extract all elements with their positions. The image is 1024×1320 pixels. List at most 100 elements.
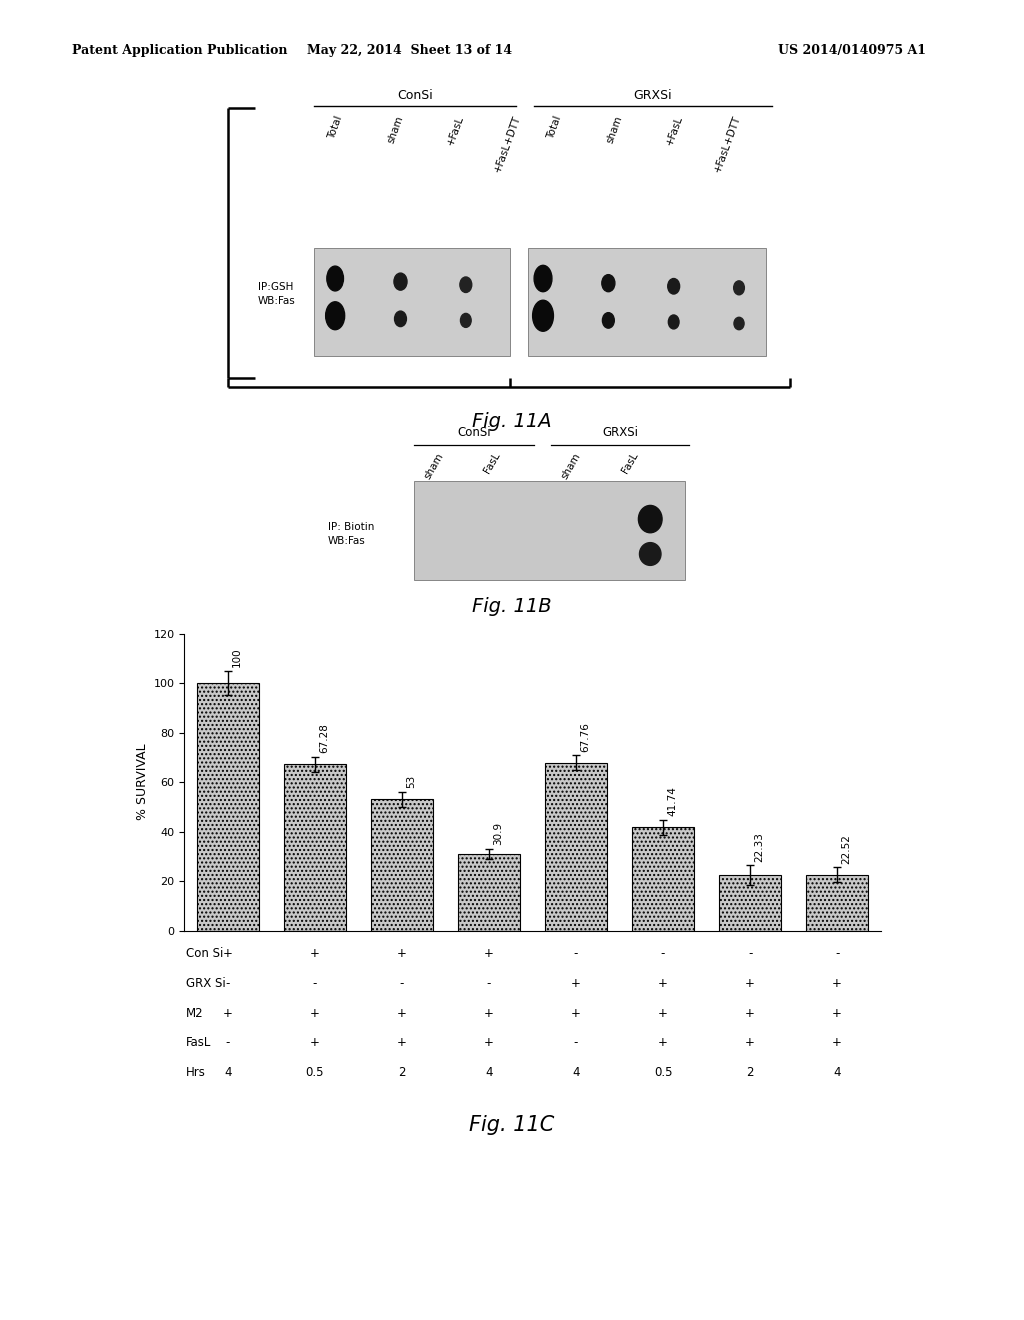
Text: sham: sham	[560, 451, 583, 480]
Text: sham: sham	[605, 114, 625, 144]
FancyBboxPatch shape	[528, 248, 766, 356]
Text: +FasL: +FasL	[665, 114, 685, 147]
Bar	[545, 763, 607, 931]
Text: -: -	[573, 948, 579, 960]
Text: +: +	[658, 1036, 668, 1049]
Text: Total: Total	[546, 114, 564, 140]
Bar	[197, 684, 259, 931]
Text: 4: 4	[572, 1067, 580, 1078]
Text: Fig. 11A: Fig. 11A	[472, 412, 552, 430]
Text: -: -	[225, 1036, 230, 1049]
Text: +: +	[310, 948, 319, 960]
Text: +: +	[745, 1036, 755, 1049]
Text: -: -	[748, 948, 753, 960]
FancyBboxPatch shape	[414, 480, 685, 579]
Text: Hrs: Hrs	[186, 1067, 206, 1078]
Text: ConSi: ConSi	[397, 88, 433, 102]
Text: 2: 2	[746, 1067, 754, 1078]
Text: IP:GSH
WB:Fas: IP:GSH WB:Fas	[258, 282, 296, 306]
Text: sham: sham	[386, 114, 404, 144]
Text: +: +	[484, 1036, 494, 1049]
Text: -: -	[225, 977, 230, 990]
Text: 41.74: 41.74	[668, 787, 678, 816]
Bar	[284, 764, 346, 931]
Ellipse shape	[394, 273, 407, 290]
Text: 67.76: 67.76	[581, 722, 591, 752]
FancyBboxPatch shape	[314, 248, 510, 356]
Text: May 22, 2014  Sheet 13 of 14: May 22, 2014 Sheet 13 of 14	[307, 44, 512, 57]
Text: 4: 4	[485, 1067, 493, 1078]
Text: -: -	[660, 948, 666, 960]
Bar	[719, 875, 781, 931]
Text: +: +	[571, 1007, 581, 1019]
Text: -: -	[573, 1036, 579, 1049]
Text: 22.33: 22.33	[755, 832, 765, 862]
Ellipse shape	[669, 315, 679, 329]
Text: -: -	[486, 977, 492, 990]
Text: +: +	[310, 1036, 319, 1049]
Ellipse shape	[461, 313, 471, 327]
Text: +FasL+DTT: +FasL+DTT	[493, 114, 522, 174]
Text: +: +	[658, 977, 668, 990]
Ellipse shape	[394, 312, 407, 326]
Text: +: +	[745, 1007, 755, 1019]
Text: +: +	[397, 1007, 407, 1019]
Text: FasL: FasL	[482, 451, 503, 475]
Text: +: +	[833, 1036, 842, 1049]
Bar	[632, 828, 694, 931]
Text: +: +	[397, 1036, 407, 1049]
Text: +: +	[571, 977, 581, 990]
Text: ConSi: ConSi	[457, 425, 490, 438]
Ellipse shape	[668, 279, 680, 294]
Text: Fig. 11B: Fig. 11B	[472, 597, 552, 615]
Ellipse shape	[327, 267, 343, 290]
Ellipse shape	[638, 506, 663, 533]
Text: FasL: FasL	[621, 451, 640, 475]
Text: GRXSi: GRXSi	[602, 425, 638, 438]
Text: 30.9: 30.9	[494, 822, 504, 846]
Text: Con Si: Con Si	[186, 948, 223, 960]
Text: 100: 100	[232, 647, 243, 667]
Text: +: +	[833, 977, 842, 990]
Text: 67.28: 67.28	[319, 723, 330, 752]
Ellipse shape	[532, 300, 553, 331]
Text: +: +	[745, 977, 755, 990]
Text: M2: M2	[186, 1007, 204, 1019]
Bar	[458, 854, 520, 931]
Text: +: +	[658, 1007, 668, 1019]
Ellipse shape	[602, 275, 614, 292]
Text: -: -	[312, 977, 317, 990]
Text: +: +	[223, 948, 232, 960]
Ellipse shape	[460, 277, 472, 293]
Text: 0.5: 0.5	[305, 1067, 325, 1078]
Text: 0.5: 0.5	[653, 1067, 673, 1078]
Ellipse shape	[535, 265, 552, 292]
Ellipse shape	[733, 281, 744, 294]
Text: Total: Total	[327, 114, 344, 140]
Text: US 2014/0140975 A1: US 2014/0140975 A1	[778, 44, 927, 57]
Text: -: -	[835, 948, 840, 960]
Text: 53: 53	[407, 775, 417, 788]
Ellipse shape	[602, 313, 614, 329]
Y-axis label: % SURVIVAL: % SURVIVAL	[136, 743, 150, 821]
Text: IP: Biotin
WB:Fas: IP: Biotin WB:Fas	[328, 523, 374, 546]
Text: 4: 4	[224, 1067, 231, 1078]
Text: +: +	[484, 1007, 494, 1019]
Text: -: -	[399, 977, 404, 990]
Text: sham: sham	[422, 451, 445, 480]
Bar	[806, 875, 868, 931]
Text: 2: 2	[398, 1067, 406, 1078]
Text: +: +	[310, 1007, 319, 1019]
Ellipse shape	[639, 543, 662, 565]
Text: +: +	[397, 948, 407, 960]
Ellipse shape	[326, 302, 345, 330]
Text: +FasL: +FasL	[445, 114, 465, 147]
Text: Patent Application Publication: Patent Application Publication	[72, 44, 287, 57]
Text: +: +	[223, 1007, 232, 1019]
Text: +FasL+DTT: +FasL+DTT	[713, 114, 742, 174]
Text: GRX Si: GRX Si	[186, 977, 226, 990]
Ellipse shape	[734, 317, 744, 330]
Text: +: +	[833, 1007, 842, 1019]
Text: 4: 4	[834, 1067, 841, 1078]
Text: +: +	[484, 948, 494, 960]
